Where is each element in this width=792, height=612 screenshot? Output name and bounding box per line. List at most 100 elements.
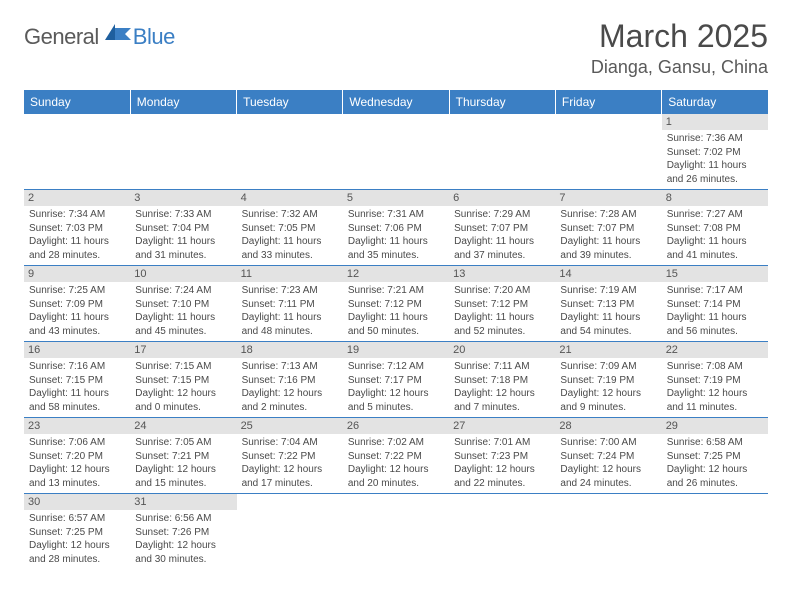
dl1-text: Daylight: 12 hours	[348, 387, 444, 401]
sunrise-text: Sunrise: 7:32 AM	[242, 208, 338, 222]
dl1-text: Daylight: 12 hours	[242, 463, 338, 477]
calendar-cell: 29Sunrise: 6:58 AMSunset: 7:25 PMDayligh…	[662, 418, 768, 494]
calendar-cell: 13Sunrise: 7:20 AMSunset: 7:12 PMDayligh…	[449, 266, 555, 342]
weekday-header: Thursday	[449, 90, 555, 114]
dl2-text: and 37 minutes.	[454, 249, 550, 263]
sunrise-text: Sunrise: 7:16 AM	[29, 360, 125, 374]
day-number: 8	[662, 190, 768, 206]
sunset-text: Sunset: 7:03 PM	[29, 222, 125, 236]
calendar-cell	[237, 494, 343, 570]
calendar-cell: 20Sunrise: 7:11 AMSunset: 7:18 PMDayligh…	[449, 342, 555, 418]
sunrise-text: Sunrise: 7:21 AM	[348, 284, 444, 298]
sunrise-text: Sunrise: 7:20 AM	[454, 284, 550, 298]
calendar-cell	[449, 494, 555, 570]
day-number: 21	[555, 342, 661, 358]
sunrise-text: Sunrise: 7:12 AM	[348, 360, 444, 374]
header: General Blue March 2025 Dianga, Gansu, C…	[0, 0, 792, 82]
calendar-row: 16Sunrise: 7:16 AMSunset: 7:15 PMDayligh…	[24, 342, 768, 418]
logo-text-blue: Blue	[133, 24, 175, 50]
day-number: 6	[449, 190, 555, 206]
weekday-header: Saturday	[662, 90, 768, 114]
sunrise-text: Sunrise: 7:27 AM	[667, 208, 763, 222]
calendar-cell: 8Sunrise: 7:27 AMSunset: 7:08 PMDaylight…	[662, 190, 768, 266]
calendar-cell: 2Sunrise: 7:34 AMSunset: 7:03 PMDaylight…	[24, 190, 130, 266]
day-number: 10	[130, 266, 236, 282]
calendar-cell	[555, 114, 661, 190]
dl2-text: and 30 minutes.	[135, 553, 231, 567]
calendar-cell: 12Sunrise: 7:21 AMSunset: 7:12 PMDayligh…	[343, 266, 449, 342]
sunrise-text: Sunrise: 7:00 AM	[560, 436, 656, 450]
dl2-text: and 13 minutes.	[29, 477, 125, 491]
dl1-text: Daylight: 12 hours	[135, 539, 231, 553]
dl1-text: Daylight: 12 hours	[667, 463, 763, 477]
calendar-cell	[555, 494, 661, 570]
sunset-text: Sunset: 7:23 PM	[454, 450, 550, 464]
sunrise-text: Sunrise: 7:28 AM	[560, 208, 656, 222]
dl1-text: Daylight: 12 hours	[29, 463, 125, 477]
calendar-cell: 6Sunrise: 7:29 AMSunset: 7:07 PMDaylight…	[449, 190, 555, 266]
dl2-text: and 54 minutes.	[560, 325, 656, 339]
dl2-text: and 17 minutes.	[242, 477, 338, 491]
calendar-cell: 30Sunrise: 6:57 AMSunset: 7:25 PMDayligh…	[24, 494, 130, 570]
dl2-text: and 33 minutes.	[242, 249, 338, 263]
calendar-row: 1Sunrise: 7:36 AMSunset: 7:02 PMDaylight…	[24, 114, 768, 190]
sunset-text: Sunset: 7:24 PM	[560, 450, 656, 464]
sunrise-text: Sunrise: 6:56 AM	[135, 512, 231, 526]
calendar-cell: 24Sunrise: 7:05 AMSunset: 7:21 PMDayligh…	[130, 418, 236, 494]
day-number: 25	[237, 418, 343, 434]
day-number: 5	[343, 190, 449, 206]
weekday-header: Wednesday	[343, 90, 449, 114]
sunset-text: Sunset: 7:06 PM	[348, 222, 444, 236]
sunset-text: Sunset: 7:25 PM	[667, 450, 763, 464]
sunset-text: Sunset: 7:02 PM	[667, 146, 763, 160]
sunset-text: Sunset: 7:07 PM	[454, 222, 550, 236]
dl2-text: and 20 minutes.	[348, 477, 444, 491]
sunrise-text: Sunrise: 7:24 AM	[135, 284, 231, 298]
sunrise-text: Sunrise: 7:34 AM	[29, 208, 125, 222]
calendar-cell: 10Sunrise: 7:24 AMSunset: 7:10 PMDayligh…	[130, 266, 236, 342]
calendar-cell: 4Sunrise: 7:32 AMSunset: 7:05 PMDaylight…	[237, 190, 343, 266]
sunset-text: Sunset: 7:18 PM	[454, 374, 550, 388]
day-number: 23	[24, 418, 130, 434]
calendar-cell: 21Sunrise: 7:09 AMSunset: 7:19 PMDayligh…	[555, 342, 661, 418]
flag-icon	[105, 22, 133, 47]
calendar-cell: 27Sunrise: 7:01 AMSunset: 7:23 PMDayligh…	[449, 418, 555, 494]
day-number: 4	[237, 190, 343, 206]
calendar-row: 2Sunrise: 7:34 AMSunset: 7:03 PMDaylight…	[24, 190, 768, 266]
calendar-cell: 26Sunrise: 7:02 AMSunset: 7:22 PMDayligh…	[343, 418, 449, 494]
calendar-row: 30Sunrise: 6:57 AMSunset: 7:25 PMDayligh…	[24, 494, 768, 570]
sunset-text: Sunset: 7:13 PM	[560, 298, 656, 312]
sunset-text: Sunset: 7:25 PM	[29, 526, 125, 540]
sunset-text: Sunset: 7:21 PM	[135, 450, 231, 464]
calendar-cell	[24, 114, 130, 190]
day-number: 29	[662, 418, 768, 434]
dl1-text: Daylight: 12 hours	[29, 539, 125, 553]
sunset-text: Sunset: 7:07 PM	[560, 222, 656, 236]
day-number: 3	[130, 190, 236, 206]
sunset-text: Sunset: 7:15 PM	[29, 374, 125, 388]
sunset-text: Sunset: 7:14 PM	[667, 298, 763, 312]
sunrise-text: Sunrise: 7:09 AM	[560, 360, 656, 374]
dl2-text: and 22 minutes.	[454, 477, 550, 491]
dl2-text: and 28 minutes.	[29, 553, 125, 567]
day-number: 19	[343, 342, 449, 358]
dl1-text: Daylight: 11 hours	[29, 235, 125, 249]
dl1-text: Daylight: 11 hours	[667, 235, 763, 249]
day-number: 13	[449, 266, 555, 282]
calendar-row: 9Sunrise: 7:25 AMSunset: 7:09 PMDaylight…	[24, 266, 768, 342]
calendar-cell: 11Sunrise: 7:23 AMSunset: 7:11 PMDayligh…	[237, 266, 343, 342]
sunrise-text: Sunrise: 7:33 AM	[135, 208, 231, 222]
dl1-text: Daylight: 11 hours	[560, 311, 656, 325]
dl1-text: Daylight: 12 hours	[560, 463, 656, 477]
dl2-text: and 45 minutes.	[135, 325, 231, 339]
dl1-text: Daylight: 11 hours	[667, 311, 763, 325]
dl1-text: Daylight: 11 hours	[29, 311, 125, 325]
calendar-cell	[343, 114, 449, 190]
dl1-text: Daylight: 12 hours	[348, 463, 444, 477]
dl2-text: and 2 minutes.	[242, 401, 338, 415]
page-title: March 2025	[591, 18, 768, 55]
dl2-text: and 26 minutes.	[667, 173, 763, 187]
dl2-text: and 41 minutes.	[667, 249, 763, 263]
day-number: 1	[662, 114, 768, 130]
calendar-cell: 9Sunrise: 7:25 AMSunset: 7:09 PMDaylight…	[24, 266, 130, 342]
